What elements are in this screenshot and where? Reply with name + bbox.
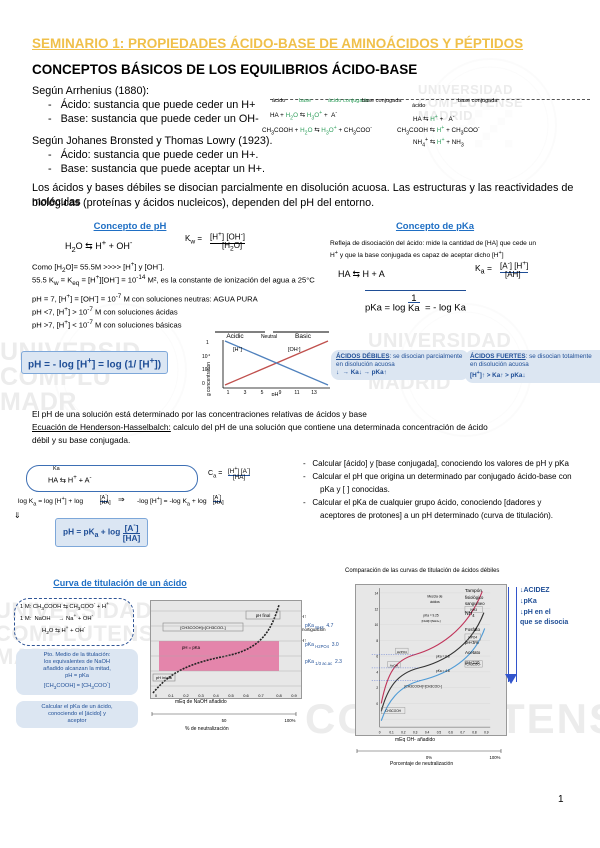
svg-text:H2PO4: H2PO4 bbox=[397, 650, 407, 654]
svg-text:pKa = 9.25: pKa = 9.25 bbox=[423, 614, 439, 618]
svg-text:50: 50 bbox=[222, 718, 227, 723]
svg-text:[CH3COOH]=[CH3COO-]: [CH3COOH]=[CH3COO-] bbox=[180, 625, 225, 630]
svg-text:14: 14 bbox=[375, 591, 379, 595]
svg-text:0.7: 0.7 bbox=[460, 730, 465, 734]
svg-text:0: 0 bbox=[202, 381, 205, 387]
svg-text:0%: 0% bbox=[426, 755, 432, 760]
svg-text:9: 9 bbox=[279, 390, 282, 396]
svg-text:13: 13 bbox=[311, 390, 317, 396]
svg-text:pH = pKa: pH = pKa bbox=[182, 645, 201, 650]
svg-text:0.2: 0.2 bbox=[401, 730, 406, 734]
svg-text:0.4: 0.4 bbox=[425, 730, 430, 734]
svg-text:100%: 100% bbox=[490, 755, 501, 760]
svg-text:pH final: pH final bbox=[256, 613, 271, 618]
svg-text:0.4: 0.4 bbox=[213, 693, 219, 698]
svg-text:5: 5 bbox=[261, 390, 264, 396]
svg-text:0.7: 0.7 bbox=[258, 693, 264, 698]
svg-text:pH: pH bbox=[271, 392, 278, 396]
svg-text:0.6: 0.6 bbox=[243, 693, 249, 698]
svg-text:4: 4 bbox=[376, 670, 378, 674]
svg-text:log concentration: log concentration bbox=[206, 362, 212, 396]
svg-text:0: 0 bbox=[155, 693, 158, 698]
svg-text:CH3COOH: CH3COOH bbox=[385, 709, 401, 713]
svg-text:1: 1 bbox=[227, 390, 230, 396]
svg-text:3: 3 bbox=[244, 390, 247, 396]
svg-text:0.5: 0.5 bbox=[228, 693, 234, 698]
svg-text:0.9: 0.9 bbox=[291, 693, 297, 698]
svg-text:6: 6 bbox=[376, 655, 378, 659]
svg-text:ácidos: ácidos bbox=[430, 600, 440, 604]
svg-text:100%: 100% bbox=[285, 718, 296, 723]
svg-text:AcOH: AcOH bbox=[390, 663, 398, 667]
svg-text:0.8: 0.8 bbox=[276, 693, 282, 698]
svg-text:12: 12 bbox=[375, 607, 379, 611]
svg-text:0.1: 0.1 bbox=[389, 730, 394, 734]
svg-text:pH inicial: pH inicial bbox=[156, 675, 172, 680]
svg-text:[NH3]=[NH4+]: [NH3]=[NH4+] bbox=[422, 619, 441, 623]
svg-text:10-3: 10-3 bbox=[202, 353, 211, 360]
svg-text:0: 0 bbox=[376, 702, 378, 706]
svg-text:0.8: 0.8 bbox=[472, 730, 477, 734]
svg-text:0.2: 0.2 bbox=[183, 693, 189, 698]
svg-text:[OH-]: [OH-] bbox=[288, 346, 301, 353]
svg-text:10: 10 bbox=[375, 623, 379, 627]
svg-text:[H+]: [H+] bbox=[233, 346, 243, 353]
svg-text:0.9: 0.9 bbox=[484, 730, 489, 734]
svg-text:0.6: 0.6 bbox=[449, 730, 454, 734]
svg-text:Mezcla de: Mezcla de bbox=[427, 595, 442, 599]
svg-text:11: 11 bbox=[294, 390, 299, 396]
svg-text:0: 0 bbox=[379, 730, 381, 734]
svg-text:[CH3COOH]=[CH3COO-]: [CH3COOH]=[CH3COO-] bbox=[404, 685, 441, 689]
svg-text:pKa = 4.8: pKa = 4.8 bbox=[436, 669, 450, 673]
svg-text:pKa = 6.8: pKa = 6.8 bbox=[436, 655, 450, 659]
svg-text:0.3: 0.3 bbox=[198, 693, 204, 698]
svg-text:8: 8 bbox=[376, 639, 378, 643]
svg-text:1: 1 bbox=[206, 340, 209, 346]
svg-text:0.3: 0.3 bbox=[413, 730, 418, 734]
svg-text:0.5: 0.5 bbox=[437, 730, 442, 734]
svg-text:2: 2 bbox=[376, 686, 378, 690]
svg-text:0.1: 0.1 bbox=[168, 693, 174, 698]
